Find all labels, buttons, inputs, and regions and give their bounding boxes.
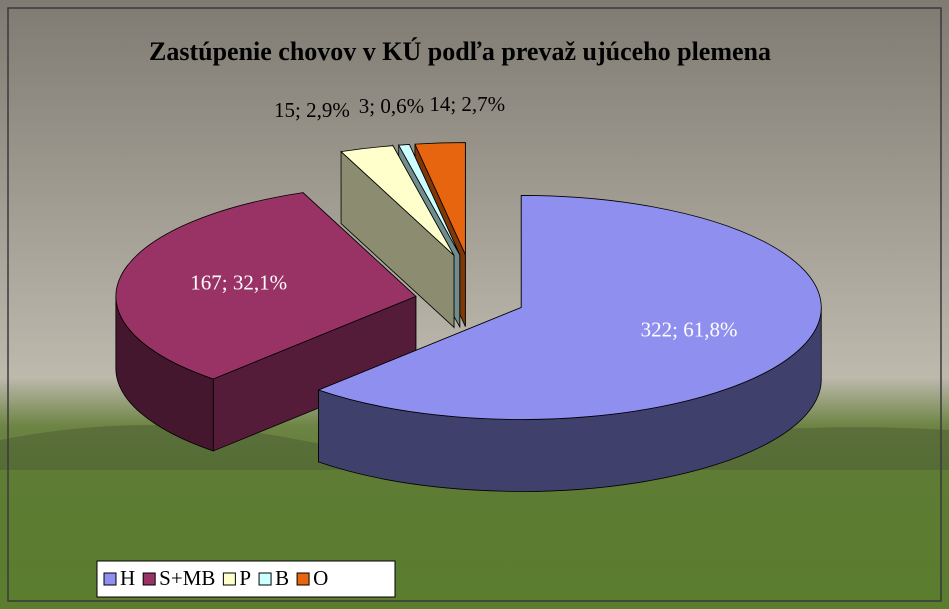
slice-top xyxy=(398,144,461,256)
pie xyxy=(115,142,822,492)
data-label: 14; 2,7% xyxy=(429,92,505,116)
slice-top xyxy=(414,142,466,255)
labels: 322; 61,8% 167; 32,1% 15; 2,9% 3; 0,6% 14; 2… xyxy=(190,92,737,342)
slice xyxy=(115,191,417,452)
slice-top xyxy=(115,192,417,380)
chart-title: Zastúpenie chovov v KÚ podľa prevaž ujúc… xyxy=(148,37,772,66)
plot-frame xyxy=(7,7,942,602)
data-label: 3; 0,6% xyxy=(359,94,424,118)
slice-top xyxy=(317,195,822,420)
data-label: 322; 61,8% xyxy=(641,318,738,342)
data-label: 15; 2,9% xyxy=(274,98,350,122)
slice xyxy=(340,144,455,329)
legend-swatch xyxy=(258,572,272,586)
legend-label: H xyxy=(120,566,135,590)
legend-swatch xyxy=(222,572,236,586)
legend-swatch xyxy=(142,572,156,586)
slice xyxy=(317,195,822,492)
legend: H S+MB P B O xyxy=(96,560,396,598)
slice-top xyxy=(340,145,455,256)
legend-label: B xyxy=(275,566,289,590)
legend-label: P xyxy=(239,566,251,590)
legend-swatch xyxy=(103,572,117,586)
legend-swatch xyxy=(296,572,310,586)
legend-label: S+MB xyxy=(159,566,215,590)
legend-label: O xyxy=(313,566,328,590)
data-label: 167; 32,1% xyxy=(190,270,287,294)
